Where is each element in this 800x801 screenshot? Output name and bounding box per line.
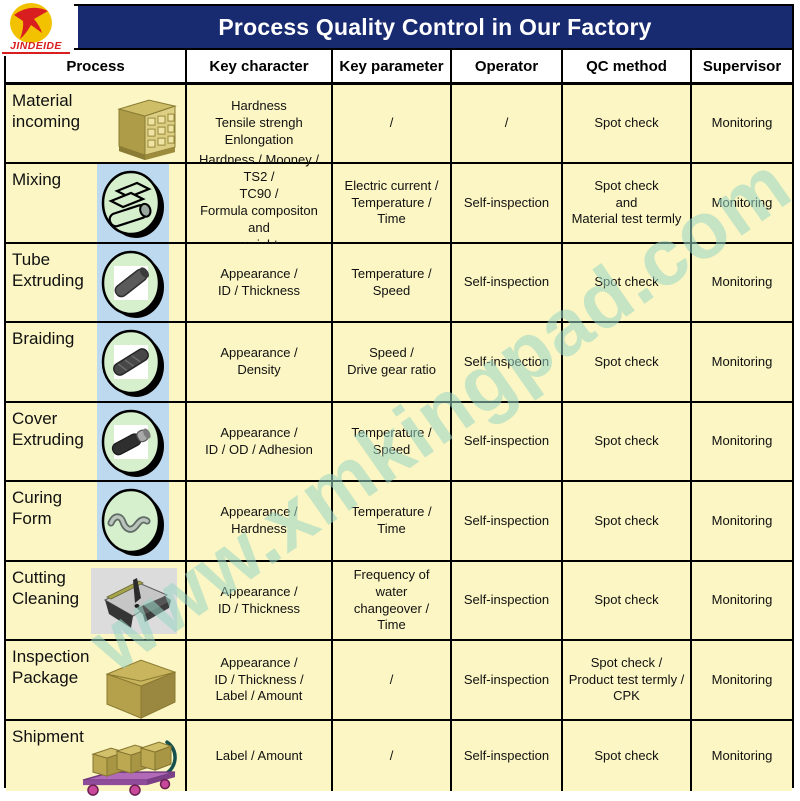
operator-cell: Self-inspection [452,721,563,791]
cutting-machine-icon [91,567,177,634]
braided-tube-icon [97,323,169,401]
col-header-supervisor: Supervisor [702,57,782,75]
qc-method-cell: Spot check and Material test termly [563,164,692,242]
key-parameter-cell: Electric current / Temperature / Time [333,164,452,242]
col-header-key-character: Key character [187,50,333,82]
qc-method-cell: Spot check [563,85,692,162]
page-title: Process Quality Control in Our Factory [78,6,792,48]
col-header-process: Process [6,50,187,82]
supervisor-cell: Monitoring [692,721,792,791]
supervisor-cell: Monitoring [692,164,792,242]
supervisor-cell: Monitoring [692,403,792,480]
qc-method-cell: Spot check [563,323,692,401]
pallet-of-boxes-icon [103,77,183,171]
operator-cell: Self-inspection [452,323,563,401]
key-character-cell: Appearance / ID / Thickness [187,562,333,639]
table-row: Material incoming [6,85,792,164]
key-character-cell: Hardness / Mooney / TS2 / TC90 / Formula… [187,152,333,252]
table-row: Braiding Appearance / Density Speed / Dr… [6,323,792,403]
operator-cell: Self-inspection [452,562,563,639]
table-row: Mixing Hardness / Mooney / TS2 / TC90 / … [6,152,792,252]
supervisor-cell: Monitoring [692,562,792,639]
key-parameter-cell: / [333,721,452,791]
supervisor-cell: Monitoring [692,641,792,719]
operator-cell: Self-inspection [452,164,563,242]
key-character-cell: Appearance / Density [187,323,333,401]
process-label: Shipment [12,727,84,746]
key-parameter-cell: Temperature / Speed [333,403,452,480]
column-header-row: Process Key character Key parameter Oper… [6,50,792,85]
operator-cell: Self-inspection [452,403,563,480]
covered-hose-icon [97,403,169,480]
supervisor-cell: Monitoring [692,482,792,560]
key-character-cell: Appearance / ID / OD / Adhesion [187,403,333,480]
process-cell: Material incoming [6,85,187,162]
process-label: Inspection Package [12,647,90,688]
qc-method-cell: Spot check [563,562,692,639]
process-label: Material incoming [12,91,81,132]
process-cell: Mixing [6,164,187,242]
key-character-cell: Hardness Tensile strengh Enlongation [187,85,333,162]
key-character-cell: Label / Amount [187,721,333,791]
key-parameter-cell: Speed / Drive gear ratio [333,323,452,401]
process-cell: Braiding [6,323,187,401]
process-label: Braiding [12,329,75,348]
col-header-operator: Operator [452,50,563,82]
process-label: Cutting Cleaning [12,568,80,609]
supervisor-cell: Monitoring [692,323,792,401]
key-character-cell: Appearance / ID / Thickness / Label / Am… [187,641,333,719]
key-character-cell: Appearance / ID / Thickness [187,244,333,321]
process-cell: Shipment [6,721,187,796]
rubber-tube-icon [97,244,169,321]
process-label: Curing Form [12,488,63,529]
qc-method-cell: Spot check [563,482,692,560]
process-label: Tube Extruding [12,250,84,291]
key-parameter-cell: Temperature / Speed [333,244,452,321]
process-cell: Tube Extruding [6,244,187,321]
company-logo: JINDEIDE [0,0,74,56]
operator-cell: Self-inspection [452,641,563,719]
key-parameter-cell: Temperature / Time [333,482,452,560]
operator-cell: Self-inspection [452,482,563,560]
process-label: Mixing [12,170,62,189]
key-parameter-cell: Frequency of water changeover / Time [333,562,452,639]
qc-table: Process Quality Control in Our Factory P… [4,4,794,796]
cardboard-box-icon [99,633,183,727]
process-label: Cover Extruding [12,409,84,450]
table-row: Cover Extruding Appearance / ID / OD / A… [6,403,792,482]
table-row: Curing Form Appearance / Hardness Temper… [6,482,792,562]
jindeide-bird-icon [0,2,74,46]
supervisor-cell: Monitoring [692,244,792,321]
operator-cell: / [452,85,563,162]
process-cell: Cutting Cleaning [6,562,187,639]
key-character-cell: Appearance / Hardness [187,482,333,560]
bent-hose-icon [97,482,169,560]
key-parameter-cell: / [333,641,452,719]
key-parameter-cell: / [333,85,452,162]
supervisor-cell: Monitoring [692,85,792,162]
logo-wordmark: JINDEIDE [2,40,70,54]
col-header-key-parameter: Key parameter [333,50,452,82]
process-cell: Cover Extruding [6,403,187,480]
qc-method-cell: Spot check [563,403,692,480]
table-row: Cutting Cleaning Appearance / ID / Thick… [6,562,792,641]
qc-method-cell: Spot check / Product test termly / CPK [563,641,692,719]
table-row: Tube Extruding Appearance / ID / Thickne… [6,244,792,323]
rubber-sheet-roll-icon [97,164,169,242]
table-row: Shipment [6,721,792,796]
qc-method-cell: Spot check [563,244,692,321]
qc-method-cell: Spot check [563,721,692,791]
hand-truck-with-boxes-icon [77,711,185,801]
process-cell: Inspection Package [6,641,187,719]
col-header-qc-method: QC method [563,50,692,82]
process-cell: Curing Form [6,482,187,560]
operator-cell: Self-inspection [452,244,563,321]
banner-row: Process Quality Control in Our Factory [6,6,792,50]
table-row: Inspection Package Appearance / ID / Thi… [6,641,792,721]
